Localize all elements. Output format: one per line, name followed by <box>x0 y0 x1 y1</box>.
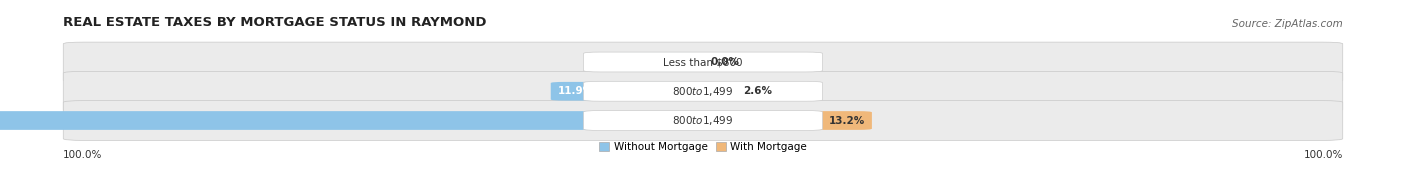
FancyBboxPatch shape <box>583 81 823 101</box>
FancyBboxPatch shape <box>63 42 1343 82</box>
FancyBboxPatch shape <box>703 111 872 130</box>
Text: 100.0%: 100.0% <box>63 150 103 160</box>
Text: $800 to $1,499: $800 to $1,499 <box>672 114 734 127</box>
Text: 7.1%: 7.1% <box>619 57 648 67</box>
FancyBboxPatch shape <box>583 111 823 130</box>
Text: Source: ZipAtlas.com: Source: ZipAtlas.com <box>1232 19 1343 29</box>
FancyBboxPatch shape <box>612 53 703 71</box>
FancyBboxPatch shape <box>551 82 703 101</box>
FancyBboxPatch shape <box>63 71 1343 111</box>
Text: Less than $800: Less than $800 <box>664 57 742 67</box>
Text: 2.6%: 2.6% <box>744 86 772 96</box>
Text: 100.0%: 100.0% <box>1303 150 1343 160</box>
FancyBboxPatch shape <box>63 101 1343 140</box>
FancyBboxPatch shape <box>0 111 703 130</box>
Text: REAL ESTATE TAXES BY MORTGAGE STATUS IN RAYMOND: REAL ESTATE TAXES BY MORTGAGE STATUS IN … <box>63 16 486 29</box>
Text: $800 to $1,499: $800 to $1,499 <box>672 85 734 98</box>
Text: 13.2%: 13.2% <box>828 115 865 126</box>
Legend: Without Mortgage, With Mortgage: Without Mortgage, With Mortgage <box>595 138 811 156</box>
FancyBboxPatch shape <box>583 52 823 72</box>
Text: 0.0%: 0.0% <box>710 57 740 67</box>
FancyBboxPatch shape <box>703 82 737 101</box>
Text: 11.9%: 11.9% <box>558 86 593 96</box>
